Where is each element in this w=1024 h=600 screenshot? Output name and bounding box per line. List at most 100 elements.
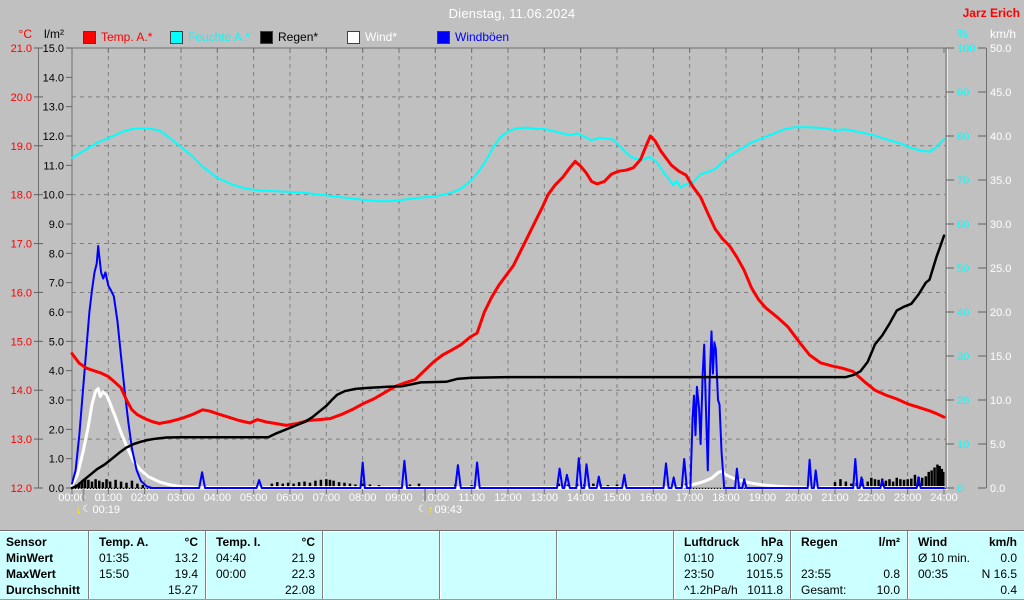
legend-swatch-icon [170,30,183,44]
temp_c-tick-label: 15.0 [11,336,32,348]
author-label: Jarz Erich [962,6,1020,20]
rain_lm2-tick-label: 14.0 [43,72,64,84]
moonset-arrow-icon: ↓ [76,503,82,516]
x-axis-labels: 00:00 01:00 02:00 03:00 04:00 05:00 06:00 07:00… [58,492,958,504]
moonset-marker: ↓ ☾ 00:19 [76,504,120,516]
cell-time: Gesamt: [801,583,847,597]
column-name: Temp. I. [216,535,261,549]
cell-value: 0.0 [1000,551,1017,565]
sensor-column: Sensor MinWert MaxWert Durchschnitt [0,531,88,599]
humidity_pct-tick-label: 50 [957,263,969,275]
x-tick-label: 04:00 [204,492,232,504]
moonset-moon-icon: ☾ [82,504,92,515]
chart-title: Dienstag, 11.06.2024 [448,6,576,21]
table-column-empty-3 [439,531,556,599]
chart-legend: Temp. A.* Feuchte A.* Regen* Wind* Windböen [0,30,1024,46]
legend-label: Temp. A.* [101,30,153,44]
x-tick-label: 16:00 [640,492,668,504]
cell-value: 22.08 [284,583,315,597]
humidity_pct-tick-label: 40 [957,307,969,319]
wind_kmh-tick-label: 15.0 [990,351,1011,363]
moonset-time: 00:19 [92,504,120,516]
cell-value: 13.2 [174,551,198,565]
x-tick-label: 05:00 [240,492,268,504]
rain_lm2-tick-label: 7.0 [49,278,64,290]
column-unit: °C [184,535,198,549]
wind_kmh-tick-label: 20.0 [990,307,1011,319]
rain_lm2-tick-label: 12.0 [43,131,64,143]
rain_lm2-tick-label: 10.0 [43,190,64,202]
rain_lm2-tick-label: 8.0 [49,248,64,260]
x-tick-label: 24:00 [930,492,958,504]
rain_lm2-tick-label: 6.0 [49,307,64,319]
temp_c-tick-label: 20.0 [11,92,32,104]
x-tick-label: 06:00 [276,492,304,504]
x-tick-label: 14:00 [567,492,595,504]
weather-chart-canvas[interactable]: 21.0 20.0 19.0 18.0 17.0 16.0 15.0 14.0 13.0 12.0… [0,0,1024,530]
moonrise-moon-icon: ☾ [418,504,427,515]
humidity_pct-tick-label: 90 [957,87,969,99]
wind_kmh-tick-label: 10.0 [990,395,1011,407]
x-tick-label: 23:00 [894,492,922,504]
table-column-temp-i-: Temp. I. °C 04:40 21.9 00:00 22.3 22.08 [205,531,322,599]
table-column-temp-a-: Temp. A. °C 01:35 13.2 15:50 19.4 15.27 [88,531,205,599]
row-label: Durchschnitt [6,583,81,597]
temp_c-tick-label: 17.0 [11,239,32,251]
cell-value: 19.4 [174,567,198,581]
series-wind- [70,387,946,490]
rain_lm2-tick-label: 1.0 [49,454,64,466]
row-label: MinWert [6,551,54,565]
table-column-wind: Wind km/h Ø 10 min. 0.0 00:35 N 16.5 0.4 [907,531,1024,599]
axis-scales: 21.0 20.0 19.0 18.0 17.0 16.0 15.0 14.0 13.0 12.0… [11,27,1016,495]
wind_kmh-unit-label: km/h [990,27,1016,41]
cell-value: 0.8 [883,567,900,581]
rain_lm2-tick-label: 3.0 [49,395,64,407]
x-tick-label: 21:00 [821,492,849,504]
humidity_pct-tick-label: 30 [957,351,969,363]
cell-time: 15:50 [99,567,130,581]
x-tick-label: 10:00 [422,492,450,504]
moonrise-time: 09:43 [434,504,462,516]
wind_kmh-tick-label: 50.0 [990,43,1011,55]
cell-value: 1011.8 [747,583,783,597]
column-name: Regen [801,535,838,549]
x-tick-label: 12:00 [494,492,522,504]
cell-time: 00:35 [918,567,949,581]
humidity_pct-tick-label: 80 [957,131,969,143]
x-tick-label: 15:00 [603,492,631,504]
temp_c-tick-label: 19.0 [11,141,32,153]
grid-lines [72,48,946,488]
column-unit: °C [301,535,315,549]
x-tick-label: 20:00 [785,492,813,504]
cell-value: N 16.5 [981,567,1017,581]
temp_c-tick-label: 16.0 [11,287,32,299]
cell-time: 00:00 [216,567,247,581]
column-unit: hPa [760,535,783,549]
rain_lm2-tick-label: 15.0 [43,43,64,55]
humidity_pct-tick-label: 0 [957,483,963,495]
wind_kmh-tick-label: 40.0 [990,131,1011,143]
table-column-regen: Regen l/m² 23:55 0.8 Gesamt: 10.0 [790,531,907,599]
cell-value: 15.27 [167,583,198,597]
moonrise-marker: ☾ ↑ 09:43 [418,504,462,516]
wind_kmh-tick-label: 35.0 [990,175,1011,187]
cell-time: 23:55 [801,567,832,581]
temp_c-tick-label: 13.0 [11,434,32,446]
summary-table: Sensor MinWert MaxWert Durchschnitt Temp. A.… [0,530,1024,600]
x-tick-label: 17:00 [676,492,704,504]
humidity_pct-tick-label: 70 [957,175,969,187]
legend-swatch-icon [83,30,96,44]
wind_kmh-tick-label: 5.0 [990,439,1005,451]
series-feuchte-a- [71,126,945,203]
wind_kmh-tick-label: 30.0 [990,219,1011,231]
humidity_pct-tick-label: 100 [957,43,975,55]
temp_c-tick-label: 18.0 [11,190,32,202]
rain-rate-bars [75,464,945,488]
x-tick-label: 18:00 [712,492,740,504]
temp_c-tick-label: 21.0 [11,43,32,55]
column-name: Temp. A. [99,535,149,549]
cell-time: 23:50 [684,567,715,581]
humidity_pct-tick-label: 60 [957,219,969,231]
series-temp-a- [70,134,946,427]
